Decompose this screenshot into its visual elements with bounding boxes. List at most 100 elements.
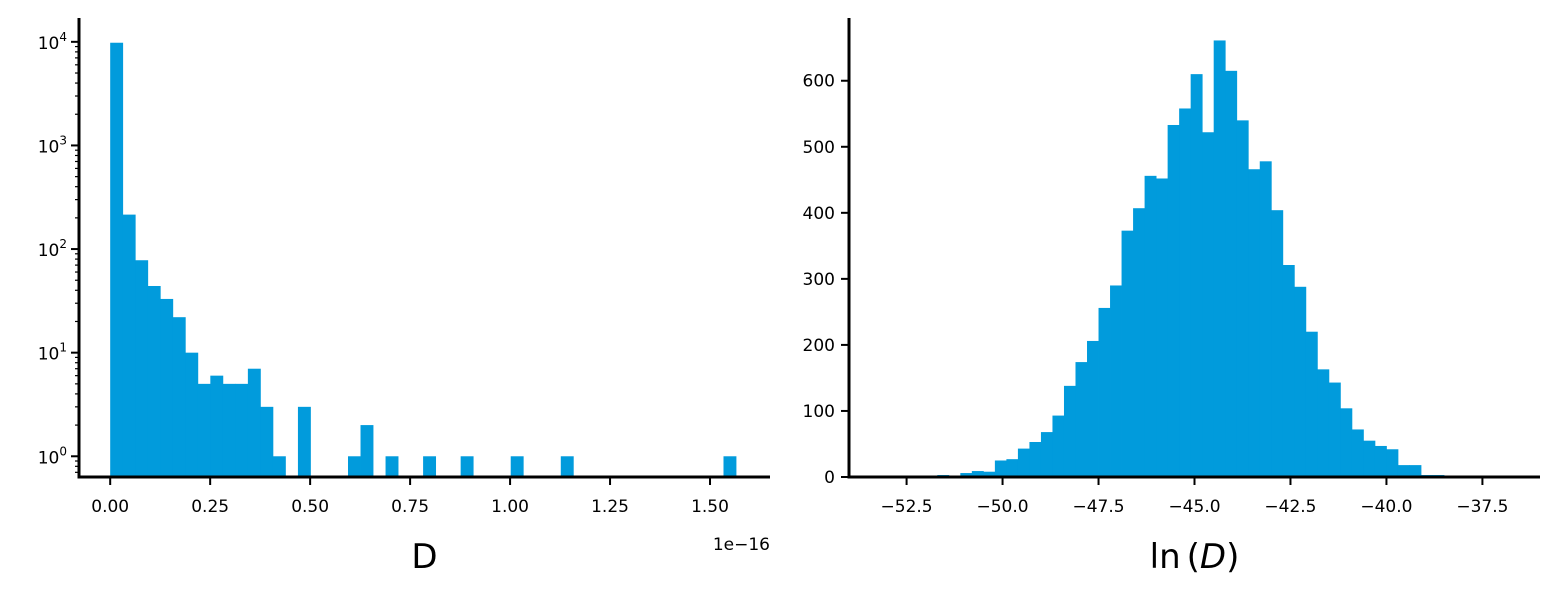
right-y-tick-label: 200: [803, 336, 835, 356]
right-bar: [1179, 108, 1192, 478]
right-bar: [1156, 178, 1169, 477]
left-x-offset-label: 1e−16: [713, 535, 770, 555]
right-bar: [1133, 208, 1145, 477]
left-bar: [135, 260, 149, 477]
left-x-tick-label: 1.50: [691, 497, 729, 517]
right-bar: [983, 471, 996, 477]
right-bar: [1202, 132, 1215, 477]
left-x-ticks: 0.00 0.25 0.50 0.75 1.00 1.25 1.50: [91, 477, 729, 517]
right-bar: [1259, 161, 1272, 478]
histogram-ln-d: −52.5 −50.0 −47.5 −45.0 −42.5 −40.0 −37.5 0 100…: [803, 18, 1540, 577]
right-bar: [1271, 210, 1284, 477]
right-bar: [1317, 369, 1330, 477]
left-bar: [423, 456, 437, 477]
left-x-tick-label: 0.25: [191, 497, 229, 517]
left-y-tick-label: 101: [38, 341, 67, 365]
right-bar: [994, 460, 1007, 477]
left-bar: [197, 383, 211, 477]
histogram-linear-d-log-count: 0.00 0.25 0.50 0.75 1.00 1.25 1.50 10010110210…: [38, 18, 770, 577]
left-bar: [723, 456, 737, 477]
left-bar: [235, 383, 249, 477]
right-bar: [1063, 385, 1076, 477]
left-y-tick-label: 104: [38, 30, 67, 54]
right-y-tick-label: 500: [803, 138, 835, 158]
right-bar: [1409, 465, 1422, 477]
right-x-ticks: −52.5 −50.0 −47.5 −45.0 −42.5 −40.0 −37.5: [881, 477, 1508, 517]
right-x-tick-label: −50.0: [977, 497, 1029, 517]
right-bar: [1374, 445, 1387, 477]
right-bar: [1397, 465, 1410, 477]
right-y-tick-label: 400: [803, 204, 835, 224]
left-bar: [510, 456, 524, 477]
left-x-axis-label: D: [411, 537, 437, 577]
right-bar: [1190, 74, 1203, 477]
right-bar: [1294, 286, 1307, 477]
left-y-ticks: 100 101 102 103 104: [38, 30, 79, 473]
right-y-tick-label: 0: [824, 468, 835, 488]
right-bars: [914, 40, 1456, 478]
right-bar: [1305, 331, 1318, 477]
right-bar: [1075, 362, 1088, 477]
left-y-tick-label: 102: [38, 237, 67, 261]
right-bar: [1087, 340, 1099, 477]
right-y-tick-label: 600: [803, 72, 835, 92]
left-x-tick-label: 0.00: [91, 497, 129, 517]
left-y-tick-label: 100: [38, 444, 67, 468]
right-x-tick-label: −40.0: [1360, 497, 1412, 517]
left-bar: [160, 298, 174, 477]
left-bar: [385, 456, 399, 477]
right-bar: [1351, 429, 1364, 477]
left-bar: [560, 456, 574, 477]
right-bar: [971, 471, 984, 477]
right-bar: [960, 473, 973, 477]
right-bar: [1006, 459, 1019, 477]
left-bar: [348, 456, 361, 477]
right-x-tick-label: −47.5: [1072, 497, 1124, 517]
right-y-tick-label: 100: [803, 402, 835, 422]
left-bars: [110, 42, 737, 478]
right-bar: [1040, 432, 1053, 477]
right-bar: [1029, 441, 1042, 477]
left-bar: [272, 456, 286, 477]
left-bar: [122, 214, 136, 477]
left-bar: [185, 352, 199, 477]
right-bar: [1340, 408, 1353, 477]
left-bar: [297, 406, 311, 477]
right-x-tick-label: −42.5: [1264, 497, 1316, 517]
right-x-tick-label: −45.0: [1168, 497, 1220, 517]
left-x-tick-label: 1.00: [491, 497, 529, 517]
right-bar: [1248, 169, 1261, 478]
right-bar: [1328, 382, 1341, 477]
right-x-axis-label-prefix: ln: [1150, 537, 1181, 577]
left-bar: [210, 375, 224, 477]
right-x-tick-label: −52.5: [881, 497, 933, 517]
left-y-tick-label: 103: [38, 133, 67, 157]
left-bar: [247, 368, 261, 477]
right-bar: [1213, 40, 1226, 477]
left-bar: [222, 383, 236, 477]
left-x-tick-label: 1.25: [591, 497, 629, 517]
left-bar: [147, 285, 161, 477]
right-bar: [1363, 440, 1376, 477]
left-bar: [260, 406, 274, 477]
right-bar: [1121, 230, 1134, 477]
right-bar: [1098, 307, 1111, 477]
right-bar: [1144, 175, 1157, 477]
right-bar: [1017, 448, 1030, 477]
right-bar: [1110, 285, 1122, 477]
left-bar: [110, 42, 124, 478]
right-bar: [1225, 70, 1238, 477]
left-bar: [172, 317, 186, 477]
left-bar: [460, 456, 474, 477]
left-x-tick-label: 0.75: [391, 497, 429, 517]
right-x-axis-label: ln (D): [1150, 537, 1240, 577]
right-y-tick-label: 300: [803, 270, 835, 290]
right-bar: [1386, 449, 1399, 477]
right-bar: [1282, 265, 1295, 477]
left-bar: [360, 425, 374, 477]
left-x-tick-label: 0.50: [291, 497, 329, 517]
right-x-axis-label-var: D: [1200, 537, 1226, 577]
right-bar: [1167, 124, 1180, 477]
right-y-ticks: 0 100 200 300 400 500 600: [803, 72, 849, 488]
